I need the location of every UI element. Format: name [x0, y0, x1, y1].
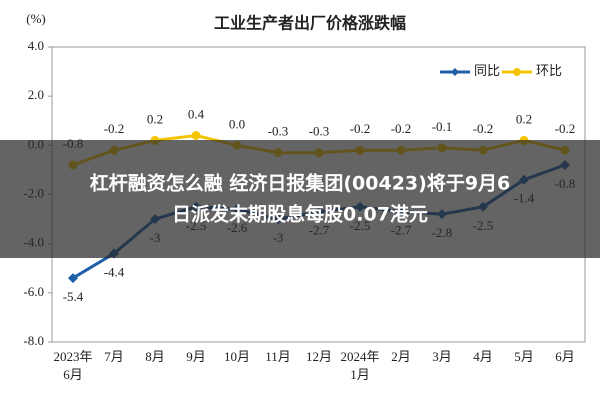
banner-text: 杠杆融资怎么融 经济日报集团(00423)将于9月6 [90, 172, 511, 195]
x-tick-label: 10月 [224, 349, 250, 364]
x-tick-label: 9月 [186, 349, 206, 364]
y-tick-label: 4.0 [28, 38, 44, 53]
data-label: -0.2 [473, 121, 494, 136]
chart-title: 工业生产者出厂价格涨跌幅 [214, 14, 406, 33]
y-tick-label: -8.0 [23, 333, 44, 348]
data-label: -0.2 [555, 121, 576, 136]
data-point [68, 273, 78, 284]
data-label: 0.4 [188, 106, 205, 121]
legend-label: 环比 [536, 63, 562, 78]
data-label: -0.2 [391, 121, 412, 136]
x-tick-label: 6月 [555, 349, 575, 364]
x-tick-label: 2023年 6月 [53, 349, 92, 382]
banner-text: 日派发末期股息每股0.07港元 [172, 203, 428, 226]
legend-label: 同比 [474, 63, 500, 78]
x-tick-label: 7月 [104, 349, 124, 364]
data-label: -5.4 [63, 289, 84, 304]
data-label: 0.2 [147, 111, 163, 126]
legend-marker [513, 68, 521, 76]
x-tick-label: 8月 [145, 349, 165, 364]
legend-marker [451, 68, 459, 76]
y-tick-label: -6.0 [23, 284, 44, 299]
x-tick-label: 5月 [514, 349, 534, 364]
x-tick-label: 11月 [265, 349, 291, 364]
x-tick-label: 12月 [306, 349, 332, 364]
banner-background [0, 140, 600, 258]
data-label: -0.3 [309, 124, 330, 139]
data-label: 0.2 [516, 111, 532, 126]
x-tick-label: 3月 [432, 349, 452, 364]
x-tick-label: 2024年 1月 [340, 349, 379, 382]
data-label: -0.2 [104, 121, 125, 136]
data-point [191, 131, 201, 140]
data-label: -0.2 [350, 121, 371, 136]
y-axis-label: (%) [26, 11, 46, 26]
data-label: -0.1 [432, 119, 453, 134]
data-label: -4.4 [104, 264, 125, 279]
data-label: -0.3 [268, 124, 289, 139]
data-label: 0.0 [229, 116, 245, 131]
x-tick-label: 2月 [391, 349, 411, 364]
y-tick-label: 2.0 [28, 87, 44, 102]
x-tick-label: 4月 [473, 349, 493, 364]
